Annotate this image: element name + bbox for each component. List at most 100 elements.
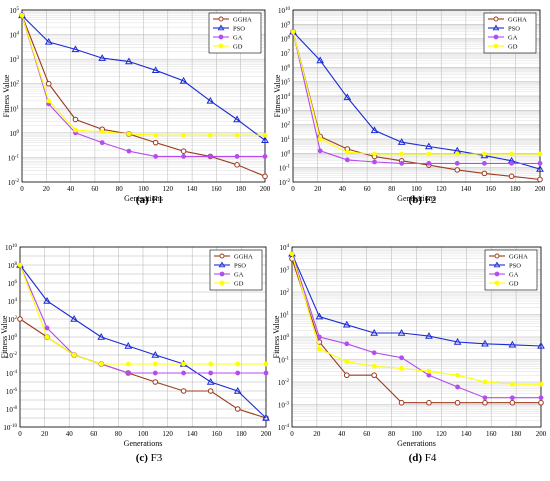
data-point bbox=[125, 361, 131, 367]
chart-panel-f2: 0 20 40 60 80 100 120 140 160 180 200 10-2 10-1 100 10… bbox=[273, 7, 546, 206]
y-tick-label: 102 bbox=[8, 316, 18, 324]
x-tick-label: 140 bbox=[461, 185, 472, 193]
legend-marker bbox=[219, 253, 225, 259]
x-axis-label: Generations bbox=[124, 439, 163, 448]
panel-caption: (d) F4 bbox=[409, 452, 437, 464]
x-tick-label: 120 bbox=[163, 185, 174, 193]
series-line bbox=[21, 15, 265, 136]
y-tick-label: 10-2 bbox=[279, 179, 291, 187]
legend-label: GGHA bbox=[233, 16, 252, 23]
x-tick-label: 20 bbox=[313, 430, 321, 438]
x-tick-label: 160 bbox=[212, 430, 223, 438]
series-gd bbox=[17, 262, 269, 367]
y-tick-label: 10-10 bbox=[3, 424, 17, 432]
data-point bbox=[424, 142, 433, 150]
y-tick-label: 105 bbox=[10, 7, 20, 15]
x-tick-label: 100 bbox=[411, 185, 422, 193]
x-tick-label: 180 bbox=[510, 185, 521, 193]
chart-panel-f1: 0 20 40 60 80 100 120 140 160 180 200 10-2 10-1 100 10… bbox=[2, 7, 271, 206]
panel-caption: (c) F3 bbox=[136, 452, 163, 464]
data-point bbox=[426, 399, 432, 406]
data-point bbox=[536, 165, 544, 172]
data-point bbox=[317, 136, 323, 142]
data-point bbox=[152, 361, 158, 367]
x-tick-label: 40 bbox=[67, 185, 75, 193]
y-tick-label: 10-1 bbox=[279, 165, 291, 173]
y-tick-label: 10-2 bbox=[278, 379, 290, 387]
data-point bbox=[537, 341, 545, 349]
legend: GGHA PSO GA GD bbox=[208, 12, 262, 54]
data-point bbox=[344, 149, 350, 155]
x-tick-label: 100 bbox=[138, 430, 149, 438]
data-point bbox=[343, 372, 350, 379]
x-tick-label: 160 bbox=[485, 185, 496, 193]
series-gd bbox=[19, 13, 268, 138]
data-point bbox=[344, 359, 350, 365]
data-point bbox=[73, 127, 78, 133]
data-point bbox=[399, 366, 404, 371]
data-point bbox=[70, 314, 78, 322]
y-tick-label: 10-6 bbox=[6, 388, 18, 396]
data-point bbox=[397, 329, 406, 336]
legend-label: GA bbox=[233, 34, 243, 41]
data-point bbox=[508, 173, 515, 180]
legend-label: PSO bbox=[234, 262, 246, 269]
data-point bbox=[125, 370, 131, 376]
x-axis-label: Generations bbox=[397, 194, 436, 203]
legend: GGHA PSO GA GD bbox=[484, 249, 538, 291]
data-point bbox=[399, 151, 405, 157]
y-tick-label: 10-4 bbox=[6, 370, 18, 378]
legend-marker bbox=[493, 16, 499, 22]
data-point bbox=[453, 337, 462, 345]
y-tick-label: 102 bbox=[281, 122, 291, 130]
data-point bbox=[46, 98, 52, 104]
data-point bbox=[397, 138, 406, 145]
x-tick-label: 80 bbox=[388, 430, 396, 438]
series-line bbox=[19, 264, 266, 365]
data-point bbox=[152, 139, 159, 146]
data-point bbox=[99, 140, 105, 146]
data-point bbox=[234, 154, 240, 159]
data-point bbox=[263, 370, 269, 376]
data-point bbox=[262, 154, 268, 159]
legend-label: GA bbox=[234, 271, 244, 278]
data-point bbox=[482, 160, 487, 166]
data-point bbox=[207, 154, 213, 159]
grid bbox=[291, 246, 542, 428]
data-point bbox=[426, 368, 432, 374]
y-axis-label: Fitness Value bbox=[2, 74, 11, 117]
data-point bbox=[44, 334, 50, 340]
legend-label: GD bbox=[509, 280, 519, 287]
x-tick-label: 40 bbox=[338, 430, 346, 438]
y-tick-label: 1010 bbox=[278, 7, 291, 15]
plot-frame bbox=[292, 9, 541, 183]
x-tick-label: 0 bbox=[291, 185, 295, 193]
data-point bbox=[97, 332, 106, 340]
x-tick-label: 60 bbox=[364, 185, 372, 193]
series-line bbox=[21, 15, 266, 141]
data-point bbox=[126, 131, 132, 137]
data-point bbox=[289, 251, 295, 257]
plot-frame bbox=[291, 246, 542, 428]
data-point bbox=[71, 45, 80, 53]
x-axis-label: Generations bbox=[124, 194, 163, 203]
data-point bbox=[151, 66, 160, 74]
data-point bbox=[454, 160, 460, 166]
legend-marker bbox=[493, 43, 499, 49]
data-point bbox=[426, 151, 432, 157]
series-gd bbox=[290, 29, 543, 157]
series-line bbox=[292, 31, 540, 164]
x-tick-label: 60 bbox=[91, 185, 99, 193]
data-point bbox=[207, 132, 213, 138]
y-tick-label: 10-3 bbox=[278, 402, 290, 410]
data-point bbox=[509, 395, 515, 401]
legend-label: GGHA bbox=[509, 253, 528, 260]
legend-marker bbox=[219, 280, 225, 286]
legend-marker bbox=[218, 16, 224, 22]
data-point bbox=[316, 334, 322, 340]
data-point bbox=[372, 151, 377, 157]
x-tick-label: 200 bbox=[535, 185, 546, 193]
data-point bbox=[481, 170, 488, 177]
legend-label: GD bbox=[234, 280, 244, 287]
data-point bbox=[482, 395, 488, 401]
